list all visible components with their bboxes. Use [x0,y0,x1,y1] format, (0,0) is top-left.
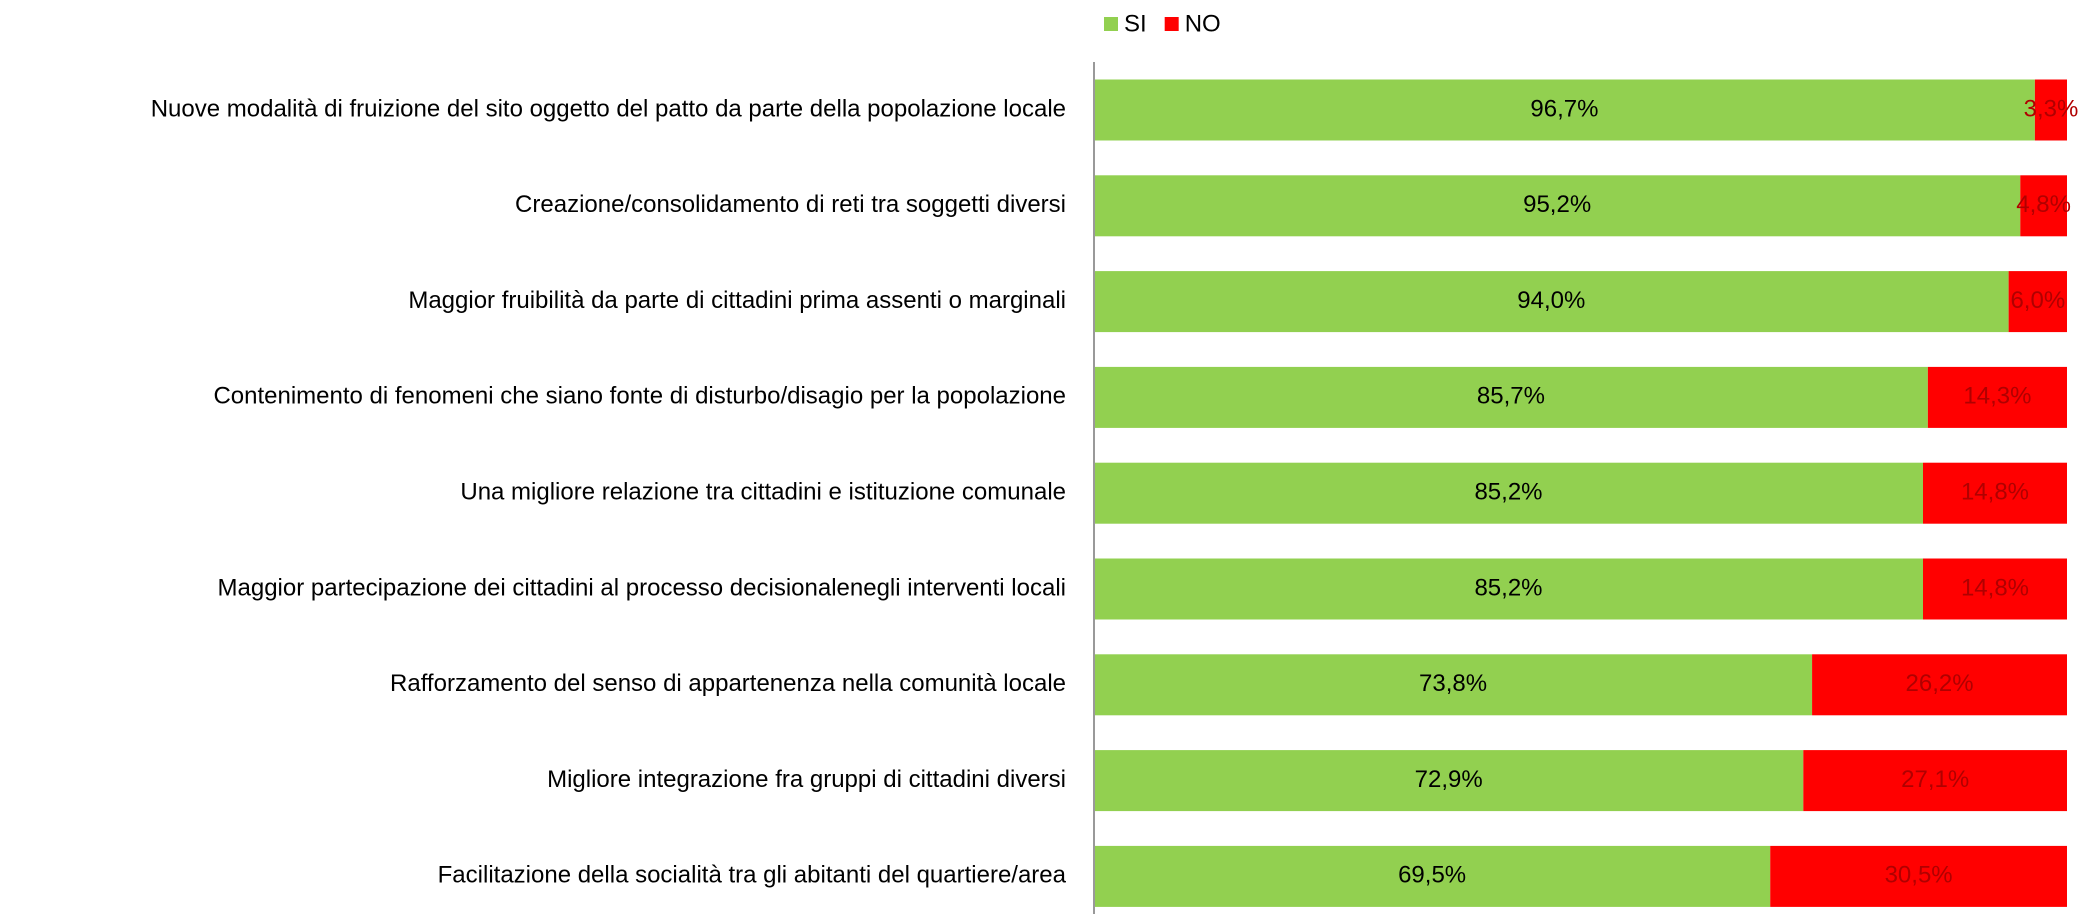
value-label: 6,0% [2010,287,2065,314]
bar-segment [2008,271,2067,333]
category-label: Nuove modalità di fruizione del sito ogg… [151,95,1066,122]
bar-segment [1094,845,1771,907]
bar-segment [2034,79,2067,141]
value-label: 26,2% [1906,670,1974,697]
value-label: 85,2% [1474,479,1542,506]
category-label: Contenimento di fenomeni che siano fonte… [213,383,1066,410]
value-label: 94,0% [1517,287,1585,314]
category-label: Una migliore relazione tra cittadini e i… [460,479,1066,506]
category-label: Maggior partecipazione dei cittadini al … [218,574,1066,601]
bar-segment [1094,366,1928,428]
bar-segment [1094,462,1923,524]
legend-label: SI [1124,10,1147,37]
category-label: Creazione/consolidamento di reti tra sog… [515,191,1066,218]
value-label: 14,8% [1961,479,2029,506]
category-label: Rafforzamento del senso di appartenenza … [390,670,1066,697]
bar-segment [1094,750,1804,812]
value-label: 69,5% [1398,862,1466,889]
value-label: 30,5% [1885,862,1953,889]
bar-segment [1094,558,1923,620]
value-label: 3,3% [2024,95,2079,122]
value-label: 27,1% [1901,766,1969,793]
category-label: Maggior fruibilità da parte di cittadini… [408,287,1066,314]
bar-segment [2020,175,2067,237]
legend-swatch [1104,17,1118,31]
bar-segment [1094,79,2035,141]
legend-swatch [1164,17,1179,31]
bar-segment [1094,271,2009,333]
value-label: 4,8% [2016,191,2071,218]
bar-segment [1803,750,2067,812]
bar-segment [1812,654,2067,716]
bar-segment [1094,175,2021,237]
category-label: Facilitazione della socialità tra gli ab… [438,862,1067,889]
value-label: 85,7% [1477,383,1545,410]
value-label: 85,2% [1474,574,1542,601]
bar-segment [1094,654,1813,716]
value-label: 96,7% [1530,95,1598,122]
bar-segment [1922,558,2067,620]
value-label: 14,8% [1961,574,2029,601]
value-label: 73,8% [1419,670,1487,697]
value-label: 95,2% [1523,191,1591,218]
category-label: Migliore integrazione fra gruppi di citt… [547,766,1066,793]
legend-label: NO [1185,10,1221,37]
bar-segment [1922,462,2067,524]
value-label: 72,9% [1415,766,1483,793]
bar-segment [1927,366,2067,428]
bar-segment [1770,845,2067,907]
value-label: 14,3% [1963,383,2031,410]
